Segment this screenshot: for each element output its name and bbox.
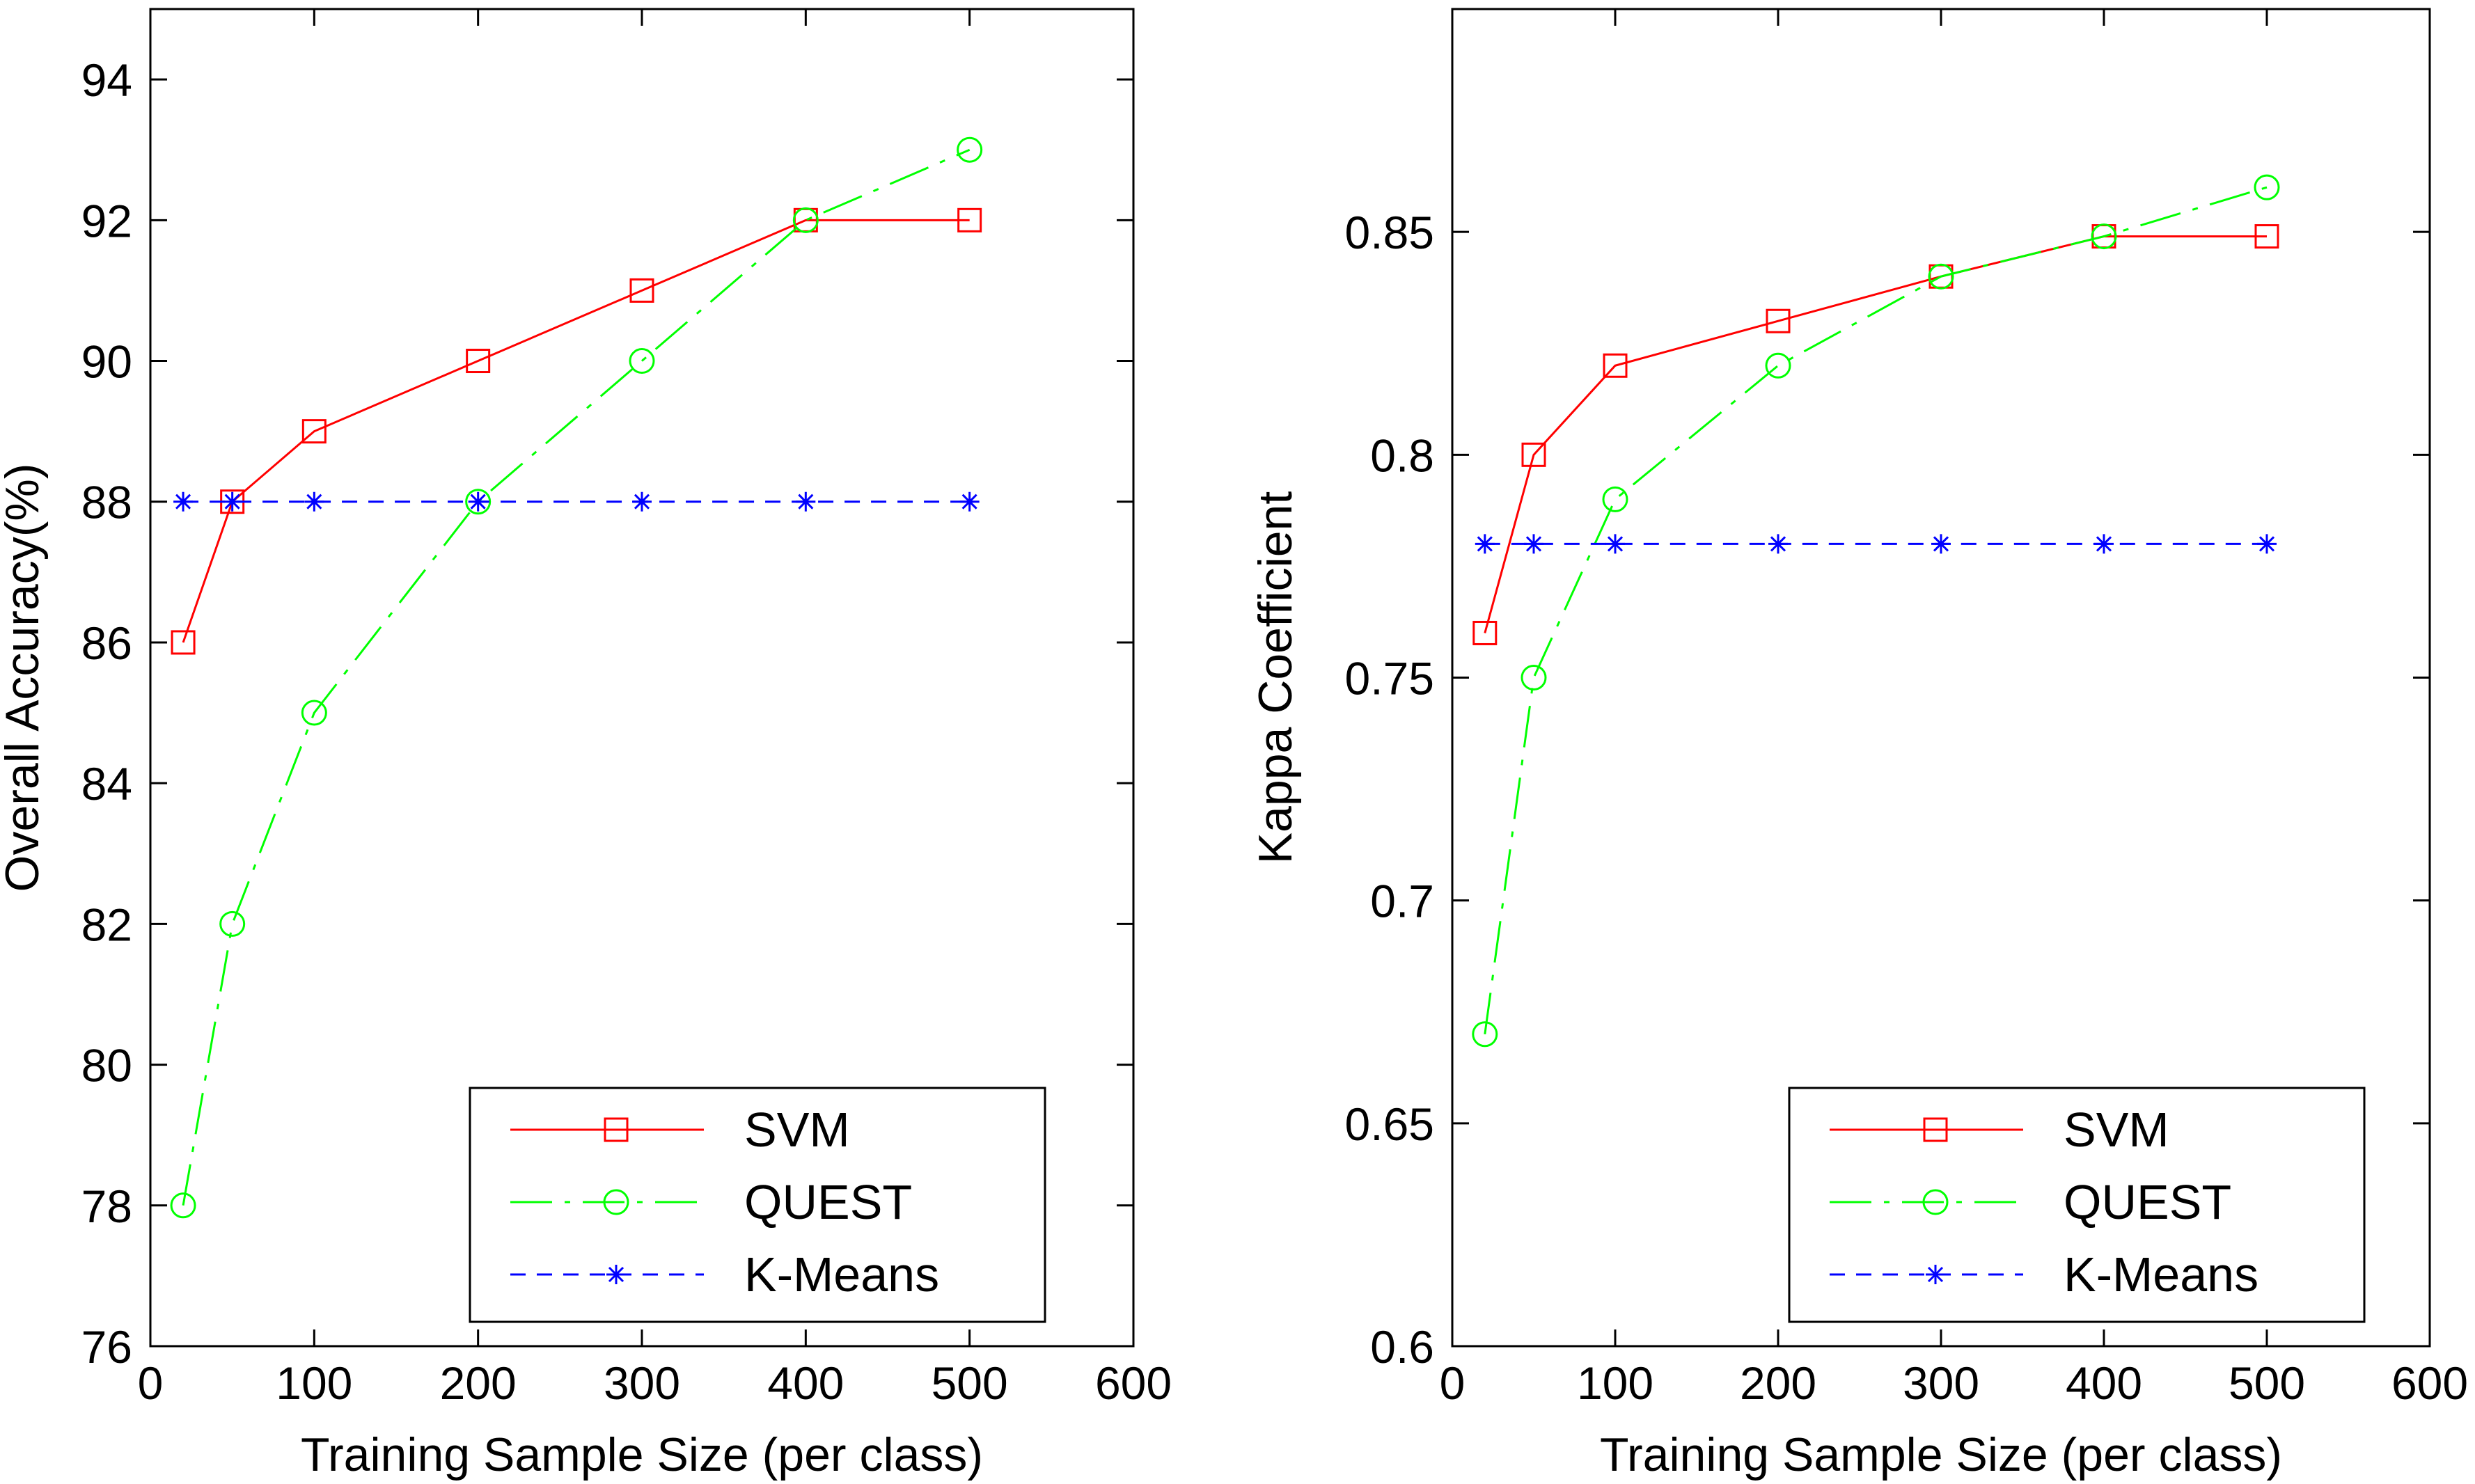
y-tick-label: 0.8 [1370, 429, 1434, 481]
y-tick-label: 80 [81, 1040, 132, 1091]
y-tick-label: 0.85 [1345, 207, 1434, 258]
data-point-k-means [173, 491, 194, 512]
data-point-svm [1472, 620, 1498, 645]
data-point-quest [1928, 263, 1954, 290]
data-point-quest [1602, 486, 1628, 512]
data-point-quest [170, 1192, 196, 1219]
data-point-quest [1472, 1021, 1498, 1048]
legend-label-svm: SVM [2064, 1103, 2169, 1157]
y-tick-label: 88 [81, 477, 132, 528]
data-point-quest [1765, 352, 1791, 379]
chart-2: 0 100 200 300 400 500 600 0.6 0.65 0.7 0.75 0.8 0.85… [1249, 8, 2468, 1481]
x-tick-label: 100 [1577, 1357, 1653, 1409]
data-point-svm [1521, 442, 1546, 467]
series-line-quest [1484, 186, 2268, 1034]
y-tick-label: 92 [81, 195, 132, 246]
data-point-svm [1766, 308, 1791, 333]
data-point-svm [629, 278, 654, 303]
x-tick-label: 0 [138, 1357, 164, 1409]
series-k-means [1475, 534, 2277, 554]
x-tick-label: 600 [1095, 1357, 1172, 1409]
data-point-k-means [1475, 534, 1495, 554]
legend-label-k-means: K-Means [744, 1247, 939, 1302]
legend-label-quest: QUEST [744, 1175, 912, 1229]
legend-label-k-means: K-Means [2064, 1247, 2258, 1302]
data-point-k-means [1524, 534, 1543, 554]
chart-1: 0 100 200 300 400 500 600 76 78 80 82 84 86 88 90 92 94 T… [0, 8, 1172, 1481]
legend-marker-svm [604, 1117, 629, 1142]
data-point-k-means [304, 491, 324, 512]
x-tick-label: 500 [2229, 1357, 2305, 1409]
data-point-quest [1521, 665, 1547, 690]
x-tick-label: 300 [604, 1357, 680, 1409]
legend-marker-quest [1922, 1189, 1949, 1215]
data-point-svm [301, 419, 327, 444]
x-axis-label: Training Sample Size (per class) [301, 1428, 983, 1481]
data-point-quest [219, 910, 246, 937]
legend-label-svm: SVM [744, 1103, 850, 1157]
legend-label-quest: QUEST [2064, 1175, 2231, 1229]
data-point-k-means [2257, 534, 2277, 554]
data-point-quest [2254, 174, 2280, 200]
legend-box [1788, 1087, 2366, 1323]
legend: SVM QUEST K-Means [469, 1087, 1046, 1323]
y-tick-label: 90 [81, 336, 132, 388]
data-point-quest [465, 489, 492, 515]
data-point-svm [2254, 224, 2279, 249]
x-tick-label: 600 [2391, 1357, 2468, 1409]
data-point-k-means [796, 491, 816, 512]
y-tick-label: 76 [81, 1321, 132, 1373]
legend: SVM QUEST K-Means [1788, 1087, 2366, 1323]
y-tick-label: 86 [81, 617, 132, 669]
x-tick-label: 200 [440, 1357, 517, 1409]
data-point-k-means [1768, 534, 1788, 554]
data-point-k-means [1605, 534, 1625, 554]
data-point-quest [629, 348, 655, 374]
series-quest [1472, 174, 2280, 1048]
x-tick-label: 300 [1903, 1357, 1979, 1409]
data-point-k-means [1931, 534, 1951, 554]
y-axis-label: Kappa Coefficient [1249, 491, 1302, 865]
legend-box [469, 1087, 1046, 1323]
data-point-quest [792, 207, 819, 233]
y-tick-label: 0.65 [1345, 1098, 1434, 1150]
legend-marker-quest [603, 1189, 629, 1215]
x-tick-label: 400 [2066, 1357, 2142, 1409]
data-point-svm [466, 349, 491, 374]
y-tick-label: 78 [81, 1181, 132, 1232]
data-point-k-means [2094, 534, 2114, 554]
series-k-means [173, 491, 980, 512]
data-point-svm [171, 630, 196, 655]
data-point-svm [1603, 353, 1628, 378]
data-point-quest [957, 136, 983, 163]
y-tick-label: 0.6 [1370, 1321, 1434, 1373]
y-tick-label: 94 [81, 54, 132, 106]
y-tick-label: 0.75 [1345, 653, 1434, 704]
data-point-svm [957, 207, 982, 232]
x-tick-label: 100 [276, 1357, 352, 1409]
y-tick-label: 82 [81, 899, 132, 950]
data-point-k-means [959, 491, 980, 512]
x-tick-label: 400 [767, 1357, 844, 1409]
y-tick-label: 0.7 [1370, 876, 1434, 927]
x-tick-label: 0 [1440, 1357, 1466, 1409]
legend-marker-k-means [1926, 1265, 1945, 1284]
x-tick-label: 500 [932, 1357, 1008, 1409]
legend-marker-k-means [606, 1265, 626, 1284]
data-point-k-means [222, 491, 242, 512]
x-tick-label: 200 [1740, 1357, 1816, 1409]
data-point-quest [2091, 223, 2117, 250]
y-tick-label: 84 [81, 758, 132, 810]
x-axis-label: Training Sample Size (per class) [1600, 1428, 2282, 1481]
y-axis-label: Overall Accuracy(%) [0, 464, 49, 892]
data-point-k-means [632, 491, 652, 512]
legend-marker-svm [1923, 1117, 1948, 1142]
data-point-quest [301, 700, 327, 726]
data-point-k-means [468, 491, 488, 512]
